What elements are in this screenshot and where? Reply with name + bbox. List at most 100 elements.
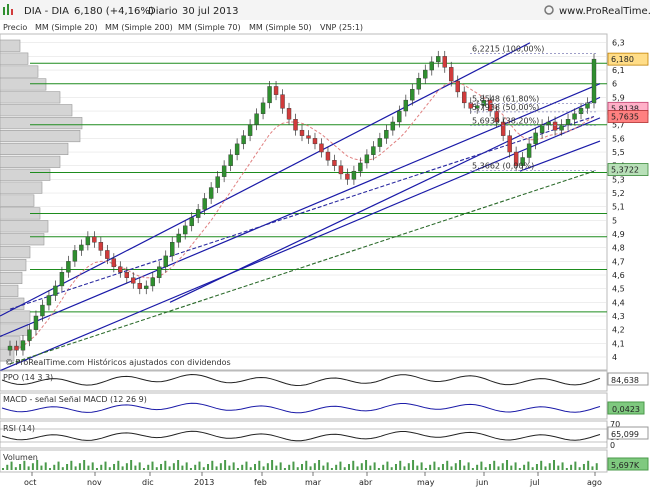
rsi-tick-70: 70	[610, 420, 620, 429]
volume-profile-bar	[0, 246, 31, 259]
volume-bar	[10, 461, 13, 470]
volume-bar	[412, 460, 415, 470]
candle-body	[572, 113, 577, 120]
fibonacci-level-label: 5,3662 (0,00%)	[472, 161, 534, 170]
volume-bar	[138, 462, 141, 470]
candle-body	[14, 345, 19, 351]
ppo-line	[1, 373, 601, 387]
candle-body	[546, 121, 551, 125]
candle-body	[59, 272, 65, 287]
price-tick-label: 5,9	[612, 93, 625, 102]
candle-logo-icon	[3, 7, 5, 15]
volume-bar	[36, 460, 39, 470]
candle-body	[442, 56, 447, 68]
trend-channel-line	[169, 96, 601, 303]
volume-bar	[125, 463, 128, 470]
volume-bar	[548, 463, 551, 470]
candle-body	[565, 119, 571, 125]
candle-body	[137, 283, 142, 289]
volume-bar	[258, 460, 261, 470]
candle-body	[195, 209, 201, 218]
site-url[interactable]: www.ProRealTime.com	[559, 6, 650, 17]
macd-line	[1, 402, 601, 414]
candle-body	[273, 86, 279, 95]
volume-bar	[100, 464, 103, 470]
candle-body	[513, 151, 519, 166]
volume-profile-bar	[0, 168, 51, 181]
volume-bar	[514, 462, 517, 470]
candle-body	[98, 242, 104, 251]
volume-bar	[493, 460, 496, 470]
watermark: © ProRealTime.com Históricos ajustados c…	[5, 357, 231, 367]
volume-bar	[476, 464, 479, 470]
volume-profile-bar	[0, 284, 19, 297]
candle-body	[462, 91, 467, 104]
volume-bar	[2, 468, 4, 470]
volume-bar	[506, 460, 509, 470]
candle-body	[345, 173, 350, 180]
last-price-pill	[607, 52, 649, 66]
candle-body	[539, 124, 545, 134]
candle-body	[105, 250, 110, 259]
candle-body	[591, 58, 597, 104]
month-label: jul	[529, 478, 540, 487]
candle-body	[163, 255, 168, 268]
volume-bar	[296, 467, 299, 470]
volume-profile-bar	[0, 39, 21, 52]
ppo-panel: PPO (14 3 3) 84,638	[0, 370, 649, 392]
candle-body	[403, 99, 409, 112]
volume-bar	[561, 462, 564, 470]
volume-bar	[433, 461, 436, 470]
candle-body	[559, 124, 564, 131]
candle-body	[144, 285, 149, 289]
volume-bar	[202, 467, 205, 470]
volume-bar	[283, 468, 286, 470]
candle-body	[416, 78, 421, 90]
price-tick-label: 4,8	[612, 244, 625, 253]
settings-icon[interactable]	[544, 5, 554, 15]
volume-bar	[245, 461, 248, 470]
rsi-label: RSI (14)	[3, 424, 35, 433]
volume-profile-bar	[0, 181, 43, 194]
price-panel	[0, 33, 608, 371]
volume-bar	[224, 460, 227, 470]
volume-bar	[488, 464, 491, 470]
volume-profile-bar	[0, 65, 39, 78]
volume-bar	[194, 464, 197, 470]
volume-bar	[172, 463, 175, 470]
rsi-tick-0: 0	[610, 441, 615, 450]
volume-bar	[535, 464, 538, 470]
price-tick-label: 5,1	[612, 203, 625, 212]
candle-body	[429, 61, 434, 71]
volume-profile-bar	[0, 142, 69, 155]
volume-bar	[292, 461, 295, 470]
candle-body	[46, 295, 52, 306]
volume-bar	[553, 460, 556, 470]
candle-body	[150, 277, 155, 287]
price-tick-label: 4,2	[612, 326, 625, 335]
candle-body	[475, 105, 480, 109]
volume-bar	[523, 464, 526, 470]
volume-bar	[104, 461, 107, 470]
mm200-line	[9, 170, 595, 365]
macd-value: 0,0423	[612, 405, 640, 414]
volume-profile-bar	[0, 233, 45, 246]
candle-body	[260, 102, 266, 114]
candle-body	[306, 135, 311, 139]
volume-bar	[518, 468, 521, 470]
price-tick-label: 6,1	[612, 66, 625, 75]
volume-bar	[394, 464, 397, 470]
volume-bar	[31, 463, 34, 470]
volume-bar	[471, 468, 474, 470]
volume-bar	[53, 464, 56, 470]
price-tick-label: 4	[612, 353, 617, 362]
month-label: ago	[587, 478, 602, 487]
price-tick-label: 5,5	[612, 148, 625, 157]
volume-bar	[352, 460, 355, 470]
volume-bar	[390, 467, 393, 470]
candle-body	[293, 119, 298, 131]
fibonacci-level-label: 6,2215 (100,00%)	[472, 44, 544, 53]
volume-bar	[14, 467, 17, 470]
last-price-change: 6,180 (+4,16%)	[74, 6, 154, 17]
